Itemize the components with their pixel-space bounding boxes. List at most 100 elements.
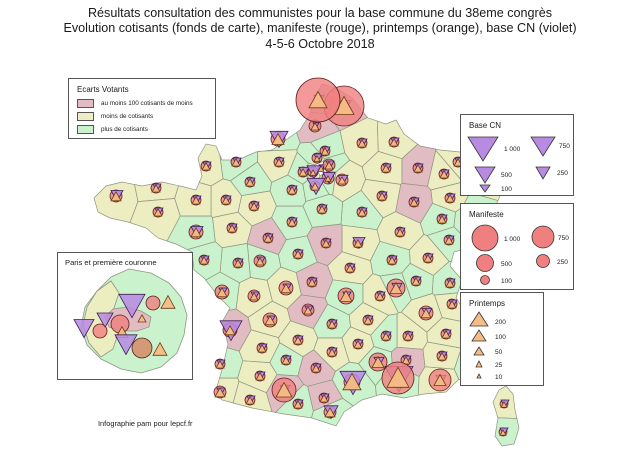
- svg-text:1 000: 1 000: [504, 146, 521, 153]
- svg-text:750: 750: [559, 143, 570, 150]
- svg-text:10: 10: [495, 374, 503, 381]
- printemps-triangle-icon: [437, 351, 447, 361]
- printemps-triangle-icon: [303, 305, 313, 315]
- printemps-triangle-icon: [309, 168, 317, 176]
- green-swatch: [77, 125, 94, 134]
- printemps-triangle-icon: [353, 238, 363, 248]
- inset-paris-map: [73, 268, 188, 374]
- printemps-triangle-icon: [245, 395, 255, 405]
- legend-printemps-title: Printemps: [469, 299, 505, 308]
- title-line-1: Résultats consultation des communistes p…: [87, 6, 553, 20]
- printemps-triangle-icon: [231, 157, 241, 167]
- printemps-triangle-icon: [321, 238, 331, 248]
- printemps-triangle-icon: [199, 255, 209, 265]
- printemps-triangle-icon: [324, 160, 334, 170]
- printemps-triangle-icon: [271, 132, 285, 145]
- printemps-triangle-icon: [227, 223, 237, 233]
- manifeste-circle-icon: [145, 295, 161, 311]
- printemps-triangle-icon: [403, 331, 413, 341]
- printemps-triangle-icon: [224, 324, 236, 336]
- triangle-down-icon: [467, 136, 499, 162]
- yellow-swatch: [77, 112, 94, 121]
- printemps-triangle-icon: [327, 347, 337, 357]
- printemps-triangle-icon: [233, 258, 243, 268]
- printemps-triangle-icon: [371, 355, 385, 368]
- printemps-triangle-icon: [293, 399, 303, 409]
- svg-text:100: 100: [501, 186, 512, 193]
- inset-paris-title: Paris et première couronne: [65, 258, 157, 267]
- printemps-triangle-icon: [423, 253, 433, 263]
- printemps-triangle-icon: [409, 197, 419, 207]
- triangle-down-icon: [474, 166, 496, 184]
- department-cell: [332, 159, 366, 203]
- printemps-triangle-icon: [389, 137, 399, 147]
- printemps-triangle-icon: [310, 181, 320, 191]
- svg-text:200: 200: [495, 319, 506, 326]
- circle-icon: [536, 254, 550, 268]
- printemps-triangle-icon: [319, 393, 329, 403]
- printemps-triangle-icon: [249, 201, 259, 211]
- printemps-triangle-icon: [151, 183, 161, 193]
- printemps-triangle-icon: [263, 233, 273, 243]
- printemps-triangle-icon: [445, 193, 455, 203]
- base-cn-triangle-icon: [118, 293, 146, 319]
- legend-ecarts-item-green: plus de cotisants: [77, 125, 207, 134]
- printemps-triangle-icon: [264, 314, 276, 326]
- svg-text:1 000: 1 000: [504, 236, 521, 243]
- printemps-triangle-icon: [447, 299, 457, 309]
- svg-text:100: 100: [495, 334, 506, 341]
- printemps-triangle-icon: [221, 195, 231, 205]
- base-cn-triangle-icon: [96, 312, 114, 329]
- circle-icon: [531, 225, 555, 249]
- printemps-triangle-icon: [324, 174, 332, 182]
- printemps-triangle-icon: [411, 276, 421, 286]
- page-title: Résultats consultation des communistes p…: [0, 6, 640, 52]
- legend-printemps: Printemps 200 100 50 25 10: [460, 292, 544, 386]
- circle-icon: [476, 254, 494, 272]
- svg-text:750: 750: [558, 235, 569, 242]
- triangle-down-icon: [479, 184, 491, 193]
- base-cn-triangle-icon: [73, 319, 95, 339]
- printemps-triangle-icon: [255, 256, 265, 266]
- printemps-triangle-icon: [311, 363, 321, 373]
- svg-text:25: 25: [495, 362, 503, 369]
- printemps-triangle-icon: [381, 331, 391, 341]
- printemps-triangle-icon: [324, 406, 336, 418]
- printemps-triangle-icon: [353, 339, 363, 349]
- printemps-triangle-icon: [327, 319, 337, 329]
- printemps-triangle-icon: [357, 207, 367, 217]
- printemps-triangle-icon: [320, 146, 330, 156]
- printemps-triangle-icon: [137, 313, 147, 323]
- printemps-triangle-icon: [308, 90, 328, 109]
- printemps-triangle-icon: [293, 249, 303, 259]
- printemps-triangle-icon: [298, 167, 308, 177]
- printemps-triangle-icon: [287, 185, 297, 195]
- printemps-triangle-icon: [317, 204, 327, 214]
- printemps-triangle-icon: [357, 138, 367, 148]
- printemps-triangle-icon: [439, 169, 449, 179]
- legend-base-cn-title: Base CN: [469, 121, 501, 130]
- triangle-up-icon: [471, 329, 487, 342]
- printemps-triangle-icon: [153, 207, 163, 217]
- printemps-triangle-icon: [280, 282, 292, 294]
- printemps-triangle-icon: [395, 227, 405, 237]
- printemps-triangle-icon: [110, 190, 122, 202]
- printemps-triangle-icon: [160, 294, 176, 309]
- legend-ecarts-votants: Ecarts Votants au moins 100 cotisants de…: [68, 78, 216, 139]
- legend-manifeste-title: Manifeste: [469, 210, 504, 219]
- printemps-triangle-icon: [339, 289, 353, 302]
- printemps-triangle-icon: [500, 401, 508, 408]
- manifeste-circle-icon: [131, 337, 153, 359]
- printemps-triangle-icon: [310, 121, 320, 131]
- printemps-triangle-icon: [287, 217, 297, 227]
- svg-text:250: 250: [557, 170, 568, 177]
- svg-text:50: 50: [495, 349, 503, 356]
- printemps-triangle-icon: [420, 307, 432, 319]
- printemps-triangle-icon: [375, 291, 385, 301]
- svg-text:250: 250: [557, 259, 568, 266]
- credit-text: Infographie pam pour lepcf.fr: [98, 419, 193, 428]
- pink-swatch: [77, 99, 94, 108]
- printemps-triangle-icon: [313, 154, 321, 162]
- printemps-triangle-icon: [433, 373, 447, 386]
